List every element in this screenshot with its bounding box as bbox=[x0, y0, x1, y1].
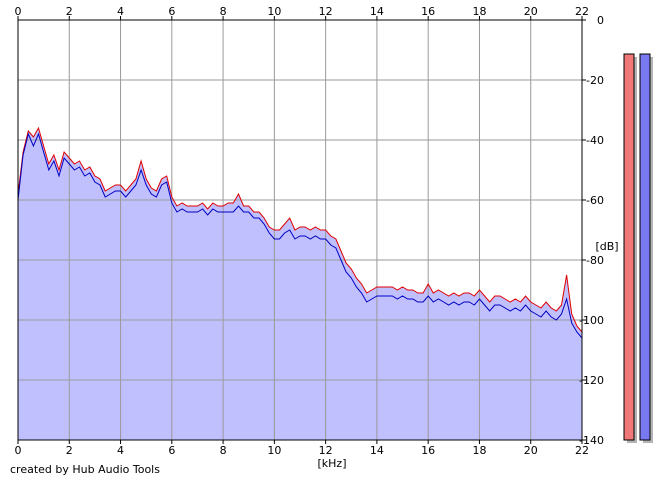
x-tick-label-top: 2 bbox=[66, 5, 73, 18]
x-tick-label-top: 18 bbox=[472, 5, 486, 18]
y-tick-label: -20 bbox=[586, 74, 604, 87]
level-meter-1 bbox=[623, 53, 635, 441]
tick-label-layer: 002244668810101212141416161818202022220-… bbox=[15, 5, 605, 457]
x-tick-label-top: 0 bbox=[15, 5, 22, 18]
y-tick-label: 0 bbox=[597, 14, 604, 27]
spectrum-fill bbox=[18, 128, 582, 440]
plot-frame bbox=[17, 19, 583, 441]
y-tick-label: -120 bbox=[579, 374, 604, 387]
x-tick-label-top: 14 bbox=[370, 5, 384, 18]
y-axis-label: [dB] bbox=[595, 240, 618, 253]
x-tick-label-top: 12 bbox=[319, 5, 333, 18]
level-meter-2 bbox=[639, 53, 651, 441]
x-tick-label-bottom: 10 bbox=[267, 444, 281, 457]
x-tick-label-bottom: 12 bbox=[319, 444, 333, 457]
grid-layer bbox=[18, 20, 582, 440]
y-tick-label: -140 bbox=[579, 434, 604, 447]
x-tick-label-bottom: 22 bbox=[575, 444, 589, 457]
x-tick-label-bottom: 18 bbox=[472, 444, 486, 457]
x-tick-label-bottom: 6 bbox=[168, 444, 175, 457]
x-tick-label-bottom: 14 bbox=[370, 444, 384, 457]
x-tick-label-top: 10 bbox=[267, 5, 281, 18]
x-tick-label-top: 16 bbox=[421, 5, 435, 18]
x-tick-label-top: 22 bbox=[575, 5, 589, 18]
spectrum-fill-layer bbox=[18, 128, 582, 440]
series-line-1 bbox=[17, 126, 583, 333]
y-tick-label: -60 bbox=[586, 194, 604, 207]
x-tick-label-bottom: 2 bbox=[66, 444, 73, 457]
x-tick-label-bottom: 0 bbox=[15, 444, 22, 457]
y-tick-label: -80 bbox=[586, 254, 604, 267]
x-tick-label-top: 6 bbox=[168, 5, 175, 18]
series-layer bbox=[17, 126, 583, 339]
y-tick-label: -100 bbox=[579, 314, 604, 327]
x-tick-label-top: 8 bbox=[220, 5, 227, 18]
series-line-2 bbox=[17, 132, 583, 339]
x-tick-label-top: 20 bbox=[524, 5, 538, 18]
x-tick-label-bottom: 8 bbox=[220, 444, 227, 457]
x-tick-label-bottom: 16 bbox=[421, 444, 435, 457]
x-tick-label-bottom: 20 bbox=[524, 444, 538, 457]
x-axis-label: [kHz] bbox=[318, 457, 347, 470]
y-tick-label: -40 bbox=[586, 134, 604, 147]
x-tick-label-bottom: 4 bbox=[117, 444, 124, 457]
level-meters bbox=[623, 53, 653, 443]
x-tick-label-top: 4 bbox=[117, 5, 124, 18]
credit-text: created by Hub Audio Tools bbox=[10, 463, 160, 476]
